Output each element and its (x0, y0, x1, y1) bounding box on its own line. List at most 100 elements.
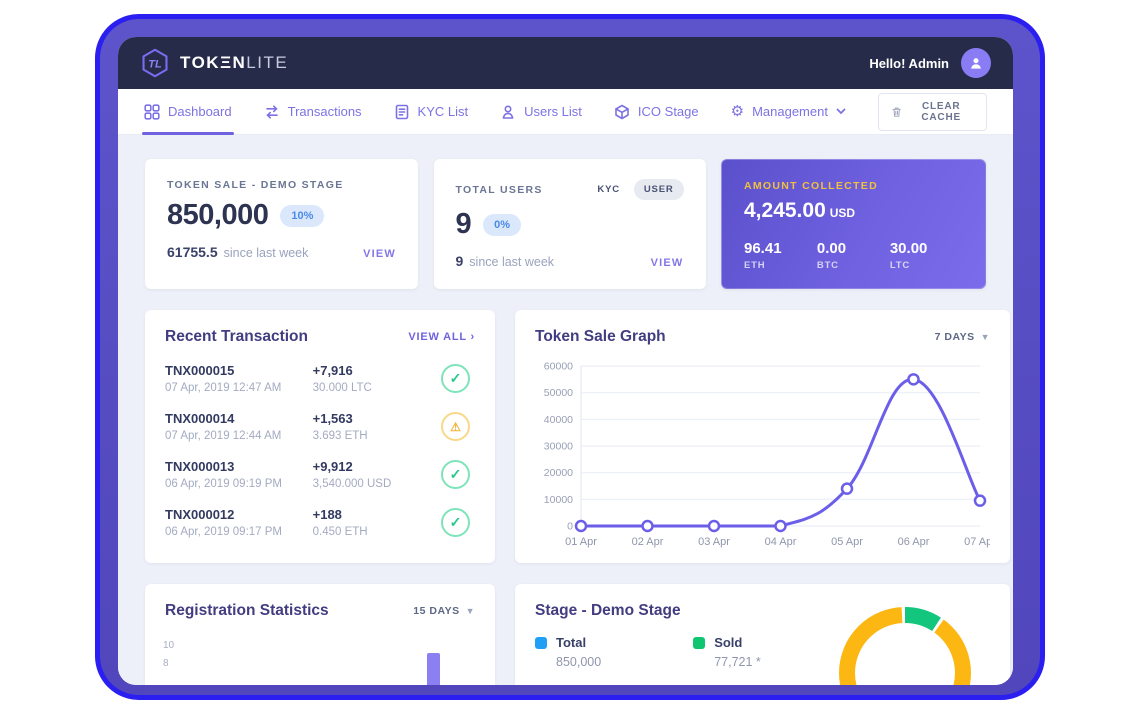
nav-item-transactions[interactable]: Transactions (264, 89, 362, 134)
total-users-card: TOTAL USERS KYC USER 9 0% 9 since last w… (433, 159, 706, 289)
token-sale-value: 850,000 (167, 199, 269, 231)
nav-label: ICO Stage (637, 104, 699, 119)
transaction-amount: +9,912 (312, 459, 353, 474)
transaction-date: 06 Apr, 2019 09:17 PM (165, 526, 283, 538)
svg-text:60000: 60000 (544, 361, 573, 373)
transaction-detail: 3,540.000 USD (312, 478, 392, 490)
svg-text:50000: 50000 (544, 387, 573, 399)
total-users-delta: 9 (455, 253, 464, 269)
brand-name: TOKΞNLITE (180, 53, 289, 72)
transaction-date: 07 Apr, 2019 12:44 AM (165, 430, 282, 442)
nav-item-ico-stage[interactable]: ICO Stage (614, 89, 699, 134)
transaction-date: 06 Apr, 2019 09:19 PM (165, 478, 283, 490)
card-title: TOTAL USERS (455, 183, 543, 196)
range-dropdown-15days[interactable]: 15 DAYS ▼ (413, 605, 475, 617)
trash-icon (892, 107, 901, 117)
users-list-icon (502, 104, 514, 119)
token-sale-badge: 10% (280, 204, 325, 227)
nav-label: Transactions (287, 104, 362, 119)
legend-swatch-total (535, 636, 547, 649)
svg-text:30000: 30000 (544, 441, 573, 453)
stage-donut-chart (838, 606, 972, 685)
device-frame: TL TOKΞNLITE Hello! Admin Dashboard Tra (95, 14, 1045, 700)
range-dropdown-7days[interactable]: 7 DAYS ▼ (934, 331, 990, 343)
nav-item-kyc-list[interactable]: KYC List (394, 89, 469, 134)
currency-label: USD (829, 206, 856, 220)
registration-bar-chart: 10 8 (163, 632, 477, 685)
nav-label: Dashboard (168, 104, 232, 119)
dashboard-content: TOKEN SALE - DEMO STAGE 850,000 10% 6175… (118, 135, 1013, 685)
total-users-value: 9 (455, 208, 472, 240)
nav-label: Users List (524, 104, 582, 119)
transaction-date: 07 Apr, 2019 12:47 AM (165, 382, 282, 394)
app-window: TL TOKΞNLITE Hello! Admin Dashboard Tra (118, 37, 1013, 685)
svg-text:20000: 20000 (544, 467, 573, 479)
amount-collected-value: 4,245.00 USD (744, 199, 856, 222)
donut-legend: Total 850,000 Sold 77,721 * (535, 635, 990, 669)
recent-transactions-panel: Recent Transaction VIEW ALL › TNX000015 … (145, 310, 495, 563)
transaction-row[interactable]: TNX000013 06 Apr, 2019 09:19 PM +9,912 3… (165, 459, 475, 490)
svg-text:05 Apr: 05 Apr (831, 536, 863, 548)
caret-down-icon: ▼ (980, 332, 990, 342)
transactions-icon (265, 104, 278, 119)
transaction-status-icon: ✓ (440, 508, 470, 537)
dashboard-icon (144, 103, 160, 120)
svg-text:02 Apr: 02 Apr (632, 536, 664, 548)
svg-text:TL: TL (148, 58, 162, 70)
user-greeting: Hello! Admin (869, 55, 949, 71)
panel-title: Recent Transaction (165, 328, 308, 345)
view-all-link[interactable]: VIEW ALL › (408, 331, 475, 343)
svg-text:07 Apr: 07 Apr (964, 536, 990, 548)
chevron-down-icon (836, 108, 846, 115)
transaction-row[interactable]: TNX000015 07 Apr, 2019 12:47 AM +7,916 3… (165, 363, 475, 394)
nav-label: Management (752, 104, 828, 119)
transaction-row[interactable]: TNX000012 06 Apr, 2019 09:17 PM +188 0.4… (165, 507, 475, 538)
svg-text:40000: 40000 (544, 414, 573, 426)
view-link[interactable]: VIEW (363, 248, 396, 260)
transaction-id: TNX000012 (165, 507, 235, 522)
panel-title: Token Sale Graph (535, 328, 666, 345)
transaction-amount: +1,563 (312, 411, 353, 426)
svg-text:03 Apr: 03 Apr (698, 536, 730, 548)
kyc-list-icon (395, 104, 408, 119)
view-link[interactable]: VIEW (650, 257, 684, 269)
nav-item-users-list[interactable]: Users List (500, 89, 582, 134)
breakdown-btc: 0.00 BTC (816, 240, 847, 271)
token-sale-graph-panel: Token Sale Graph 7 DAYS ▼ 60000 50000 40000… (515, 310, 1010, 563)
delta-caption: since last week (223, 246, 309, 260)
caret-down-icon: ▼ (465, 606, 475, 616)
svg-text:10000: 10000 (544, 494, 573, 506)
legend-swatch-sold (693, 636, 706, 649)
clear-cache-label: CLEAR CACHE (921, 100, 961, 123)
card-title: TOKEN SALE - DEMO STAGE (167, 179, 344, 191)
amount-collected-card: AMOUNT COLLECTED 4,245.00 USD 96.41 ETH 0… (721, 159, 986, 289)
panel-title: Registration Statistics (165, 602, 329, 619)
y-tick: 10 (163, 640, 175, 651)
transaction-amount: +7,916 (312, 363, 353, 378)
transaction-status-icon: ✓ (440, 364, 470, 393)
nav-label: KYC List (417, 104, 469, 119)
transaction-id: TNX000013 (165, 459, 235, 474)
transaction-id: TNX000015 (165, 363, 235, 378)
transaction-row[interactable]: TNX000014 07 Apr, 2019 12:44 AM +1,563 3… (165, 411, 475, 442)
brand-logo[interactable]: TL TOKΞNLITE (140, 48, 288, 78)
card-title: AMOUNT COLLECTED (744, 180, 878, 192)
clear-cache-button[interactable]: CLEAR CACHE (877, 92, 987, 131)
toggle-user[interactable]: USER (633, 179, 684, 200)
nav-item-management[interactable]: ⚙ Management (731, 89, 846, 134)
transaction-status-icon: ✓ (440, 460, 470, 489)
ico-stage-icon (615, 104, 629, 119)
registration-statistics-panel: Registration Statistics 15 DAYS ▼ 10 8 (145, 584, 495, 685)
nav-item-dashboard[interactable]: Dashboard (142, 89, 234, 135)
transaction-detail: 30.000 LTC (312, 382, 372, 394)
user-avatar[interactable] (961, 48, 991, 78)
hexagon-logo-icon: TL (142, 48, 168, 78)
y-tick: 8 (163, 658, 169, 669)
svg-text:04 Apr: 04 Apr (765, 536, 797, 548)
token-sale-card: TOKEN SALE - DEMO STAGE 850,000 10% 6175… (145, 159, 418, 289)
total-users-badge: 0% (483, 213, 522, 236)
bar (426, 653, 440, 685)
toggle-kyc[interactable]: KYC (597, 184, 620, 195)
legend-item-sold: Sold 77,721 * (693, 635, 761, 669)
panel-title: Stage - Demo Stage (535, 602, 681, 619)
